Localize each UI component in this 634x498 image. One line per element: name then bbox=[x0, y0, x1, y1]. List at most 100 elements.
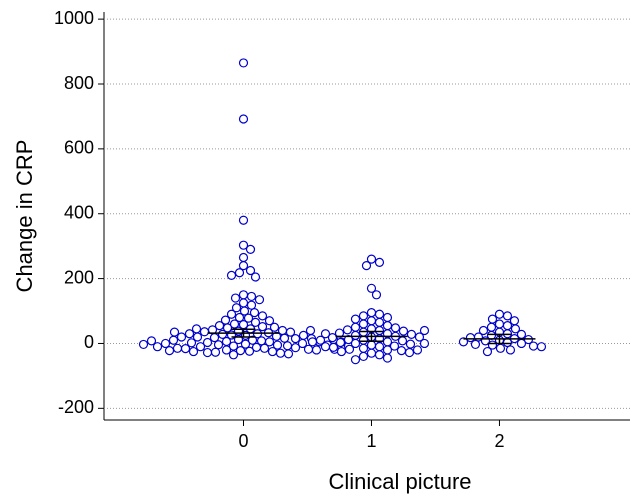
data-point bbox=[188, 346, 199, 357]
data-point bbox=[494, 309, 505, 319]
data-point bbox=[419, 338, 430, 349]
data-point bbox=[282, 341, 293, 351]
data-point bbox=[245, 244, 256, 255]
data-point bbox=[238, 290, 249, 300]
data-point bbox=[222, 323, 233, 333]
data-point bbox=[334, 328, 345, 338]
data-point bbox=[414, 332, 425, 342]
data-point bbox=[226, 270, 237, 280]
data-point bbox=[478, 325, 489, 336]
data-point bbox=[238, 114, 249, 124]
data-point bbox=[382, 353, 393, 363]
data-point bbox=[358, 319, 369, 329]
data-point bbox=[350, 322, 361, 332]
y-tick-label: -200 bbox=[58, 397, 94, 417]
data-point bbox=[229, 319, 240, 329]
data-point bbox=[213, 340, 224, 350]
data-point bbox=[247, 335, 258, 345]
data-point bbox=[264, 316, 275, 326]
data-point bbox=[350, 314, 361, 324]
data-point bbox=[152, 342, 163, 352]
data-point bbox=[228, 350, 239, 360]
data-point bbox=[249, 308, 260, 318]
data-point bbox=[238, 298, 249, 308]
data-point bbox=[366, 283, 377, 293]
data-point bbox=[230, 293, 241, 303]
data-point bbox=[180, 344, 191, 354]
x-axis-label: Clinical picture bbox=[328, 469, 471, 494]
data-point bbox=[389, 341, 400, 351]
data-point bbox=[210, 347, 221, 357]
data-point bbox=[199, 327, 210, 337]
data-point bbox=[202, 337, 213, 348]
data-point bbox=[311, 345, 322, 355]
data-point bbox=[494, 319, 505, 329]
data-point bbox=[419, 325, 430, 336]
data-point bbox=[234, 268, 245, 278]
data-point bbox=[358, 343, 369, 353]
data-point bbox=[374, 309, 385, 319]
data-point bbox=[202, 347, 213, 358]
data-point bbox=[239, 306, 250, 316]
data-point bbox=[240, 339, 251, 349]
data-point bbox=[335, 337, 346, 348]
data-point bbox=[358, 335, 369, 345]
data-point bbox=[382, 345, 393, 355]
data-point bbox=[246, 300, 257, 310]
data-point bbox=[320, 342, 331, 352]
data-point bbox=[382, 321, 393, 331]
data-point bbox=[510, 324, 521, 334]
data-point bbox=[303, 344, 314, 354]
data-point bbox=[290, 333, 301, 344]
data-point bbox=[358, 351, 369, 362]
data-point bbox=[470, 339, 481, 350]
data-point bbox=[374, 257, 385, 267]
data-point bbox=[254, 295, 265, 305]
y-tick-label: 400 bbox=[64, 202, 94, 222]
y-tick-label: 600 bbox=[64, 138, 94, 158]
data-point bbox=[275, 348, 286, 358]
data-point bbox=[398, 326, 409, 336]
data-point bbox=[320, 329, 331, 339]
data-point bbox=[169, 327, 180, 337]
data-point bbox=[405, 339, 416, 349]
data-point bbox=[160, 338, 171, 349]
data-point bbox=[172, 343, 183, 353]
data-point bbox=[138, 339, 149, 350]
data-point bbox=[245, 265, 256, 276]
data-point bbox=[298, 330, 309, 340]
data-point bbox=[366, 254, 377, 264]
x-tick-label: 1 bbox=[366, 431, 376, 451]
data-point bbox=[283, 349, 294, 359]
data-point bbox=[305, 325, 316, 336]
data-point bbox=[235, 345, 246, 356]
data-point bbox=[238, 261, 249, 271]
data-point bbox=[146, 336, 157, 346]
data-point bbox=[234, 312, 245, 323]
data-point bbox=[404, 347, 415, 358]
data-point bbox=[482, 346, 493, 357]
data-point bbox=[259, 343, 270, 353]
data-point bbox=[350, 355, 361, 365]
data-point bbox=[502, 321, 513, 331]
data-point bbox=[307, 337, 318, 347]
data-point bbox=[285, 327, 296, 337]
y-tick-label: 1000 bbox=[54, 8, 94, 28]
data-point bbox=[366, 340, 377, 350]
data-point bbox=[221, 345, 232, 355]
data-point bbox=[528, 341, 539, 351]
data-point bbox=[195, 342, 206, 352]
data-point bbox=[176, 332, 187, 342]
data-point bbox=[412, 345, 423, 355]
data-point bbox=[487, 314, 498, 324]
data-point bbox=[238, 215, 249, 225]
data-point bbox=[374, 317, 385, 327]
data-point bbox=[374, 350, 385, 360]
data-point bbox=[327, 333, 338, 343]
data-point bbox=[191, 324, 202, 334]
x-tick-label: 0 bbox=[238, 431, 248, 451]
y-tick-label: 200 bbox=[64, 267, 94, 287]
data-point bbox=[279, 333, 290, 343]
data-point bbox=[257, 321, 268, 332]
